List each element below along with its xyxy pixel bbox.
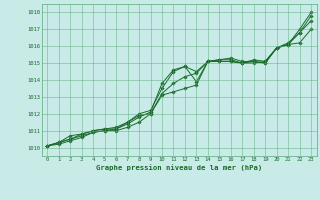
- X-axis label: Graphe pression niveau de la mer (hPa): Graphe pression niveau de la mer (hPa): [96, 164, 262, 171]
